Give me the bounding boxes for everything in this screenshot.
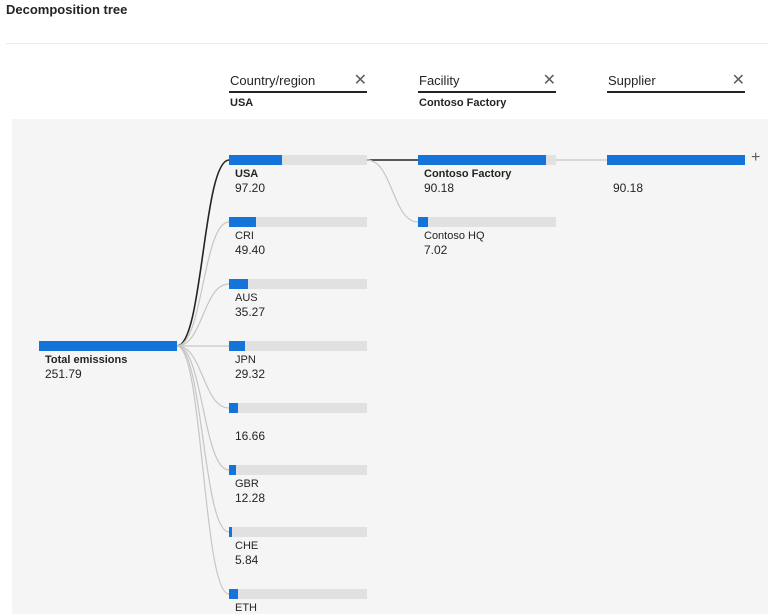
bar-track bbox=[229, 279, 367, 289]
column-selected-value: Contoso Factory bbox=[419, 97, 507, 109]
node-label: Contoso HQ bbox=[424, 230, 485, 242]
column-header-facility: Facility ✕ Contoso Factory bbox=[418, 71, 556, 114]
node-label: USA bbox=[235, 168, 259, 180]
connector bbox=[366, 159, 419, 223]
bar-fill bbox=[229, 527, 233, 537]
close-icon[interactable]: ✕ bbox=[353, 72, 367, 89]
column-underline bbox=[229, 91, 367, 93]
column-header-country: Country/region ✕ USA bbox=[229, 71, 367, 114]
node-value: 5.84 bbox=[235, 553, 259, 567]
node-label: JPN bbox=[235, 354, 256, 366]
visual-title: Decomposition tree bbox=[6, 2, 128, 17]
node-country-usa[interactable]: USA 97.20 bbox=[229, 155, 367, 205]
node-label: CRI bbox=[235, 230, 254, 242]
connector bbox=[176, 345, 230, 409]
node-country-cri[interactable]: CRI 49.40 bbox=[229, 217, 367, 267]
node-label: CHE bbox=[235, 540, 259, 552]
node-supplier[interactable]: 90.18 bbox=[607, 155, 745, 205]
node-value: 12.28 bbox=[235, 491, 266, 505]
column-name: Country/region bbox=[230, 73, 316, 88]
node-label: Total emissions bbox=[45, 354, 128, 366]
bar-fill bbox=[229, 217, 257, 227]
node-label: AUS bbox=[235, 292, 258, 304]
bar-fill bbox=[418, 217, 428, 227]
node-country-jpn[interactable]: JPN 29.32 bbox=[229, 341, 367, 391]
column-header-supplier: Supplier ✕ bbox=[607, 71, 745, 114]
node-value: 97.20 bbox=[235, 181, 266, 195]
node-value: 90.18 bbox=[613, 181, 644, 195]
decomposition-tree-canvas: Country/region ✕ USA Facility ✕ Contoso … bbox=[12, 58, 768, 614]
connector bbox=[176, 345, 230, 471]
bar-fill bbox=[229, 465, 236, 475]
node-label: ETH bbox=[235, 602, 257, 614]
node-value: 90.18 bbox=[424, 181, 455, 195]
node-country-eth[interactable]: ETH bbox=[229, 589, 367, 614]
node-value: 35.27 bbox=[235, 305, 266, 319]
bar-track bbox=[229, 155, 367, 165]
tree-connectors bbox=[176, 159, 607, 595]
close-icon[interactable]: ✕ bbox=[731, 72, 745, 89]
bar-fill bbox=[229, 589, 239, 599]
bar-track bbox=[229, 465, 367, 475]
connector bbox=[176, 221, 230, 347]
node-value: 29.32 bbox=[235, 367, 266, 381]
bar-fill bbox=[607, 155, 745, 165]
node-country-che[interactable]: CHE 5.84 bbox=[229, 527, 367, 577]
column-header-band bbox=[12, 58, 768, 119]
bar-track bbox=[229, 403, 367, 413]
node-value: 251.79 bbox=[45, 367, 82, 381]
connector bbox=[176, 345, 230, 533]
bar-fill bbox=[229, 341, 246, 351]
bar-fill bbox=[229, 403, 239, 413]
selected-connector bbox=[176, 159, 230, 347]
bar-track bbox=[229, 217, 367, 227]
node-country-gbr[interactable]: GBR 12.28 bbox=[229, 465, 367, 515]
close-icon[interactable]: ✕ bbox=[542, 72, 556, 89]
node-label: GBR bbox=[235, 478, 259, 490]
node-label: Contoso Factory bbox=[424, 168, 512, 180]
column-name: Facility bbox=[419, 73, 460, 88]
connector bbox=[176, 345, 230, 595]
bar-fill bbox=[229, 155, 283, 165]
node-value: 7.02 bbox=[424, 243, 448, 257]
node-country-unlabeled[interactable]: 16.66 bbox=[229, 403, 367, 453]
expand-plus-icon[interactable]: + bbox=[751, 149, 761, 166]
node-total-emissions[interactable]: Total emissions 251.79 bbox=[39, 341, 177, 391]
node-value: 16.66 bbox=[235, 429, 266, 443]
column-underline bbox=[418, 91, 556, 93]
node-facility-contoso-hq[interactable]: Contoso HQ 7.02 bbox=[418, 217, 556, 267]
bar-fill bbox=[229, 279, 249, 289]
title-divider bbox=[6, 43, 768, 44]
node-facility-contoso-factory[interactable]: Contoso Factory 90.18 bbox=[418, 155, 556, 205]
bar-track bbox=[229, 527, 367, 537]
node-value: 49.40 bbox=[235, 243, 266, 257]
connector bbox=[176, 283, 230, 347]
bar-fill bbox=[39, 341, 177, 351]
bar-track bbox=[229, 341, 367, 351]
bar-track bbox=[229, 589, 367, 599]
column-underline bbox=[607, 91, 745, 93]
bar-fill bbox=[418, 155, 547, 165]
bar-track bbox=[418, 217, 556, 227]
column-selected-value: USA bbox=[230, 97, 254, 109]
column-name: Supplier bbox=[608, 73, 656, 88]
node-country-aus[interactable]: AUS 35.27 bbox=[229, 279, 367, 329]
